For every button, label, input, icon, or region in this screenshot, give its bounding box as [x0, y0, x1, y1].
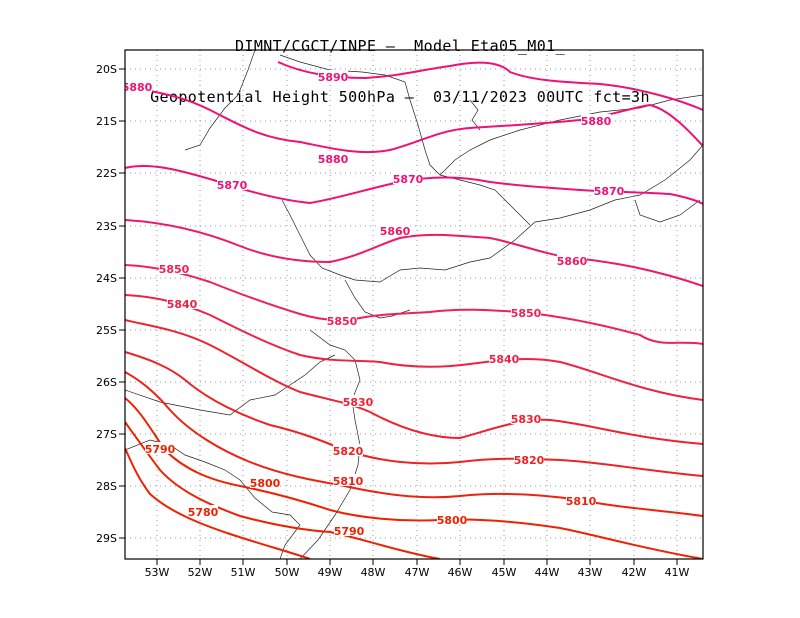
contour-label-bg [327, 314, 357, 326]
contour-5810 [125, 371, 703, 517]
contour-5790 [125, 421, 441, 559]
contour-label-bg [318, 70, 348, 82]
lon-label-42w: 42W [622, 566, 647, 579]
contour-label-bg [514, 453, 544, 465]
contour-5850 [125, 264, 703, 345]
contour-5830 [125, 319, 703, 445]
contour-label-5830: 5830 [511, 413, 542, 426]
contour-label-bg [557, 254, 587, 266]
lat-label-23s: 23S [96, 220, 117, 233]
lon-label-44w: 44W [535, 566, 560, 579]
height-contours [125, 61, 703, 559]
contour-label-bg [333, 444, 363, 456]
lon-label-43w: 43W [578, 566, 603, 579]
contour-label-5880: 5880 [581, 115, 612, 128]
contour-label-5800: 5800 [250, 477, 281, 490]
contour-label-bg [333, 474, 363, 486]
lon-label-47w: 47W [405, 566, 430, 579]
contour-label-bg [594, 184, 624, 196]
contour-label-5880: 5880 [318, 153, 349, 166]
lat-label-27s: 27S [96, 428, 117, 441]
contour-label-5800: 5800 [437, 514, 468, 527]
contour-label-bg [489, 352, 519, 364]
lat-label-29s: 29S [96, 532, 117, 545]
contour-label-5880: 5880 [122, 81, 153, 94]
lon-label-49w: 49W [318, 566, 343, 579]
contour-label-bg [217, 178, 247, 190]
contour-label-bg [145, 442, 175, 454]
contour-label-5860: 5860 [380, 225, 411, 238]
lon-label-50w: 50W [275, 566, 300, 579]
lat-label-21s: 21S [96, 115, 117, 128]
contour-label-bg [511, 412, 541, 424]
contour-label-5810: 5810 [566, 495, 597, 508]
coastline-borders [125, 50, 703, 559]
lat-label-25s: 25S [96, 324, 117, 337]
contour-5880 [125, 87, 703, 154]
lon-label-52w: 52W [188, 566, 213, 579]
lon-label-53w: 53W [145, 566, 170, 579]
contour-label-5850: 5850 [511, 307, 542, 320]
contour-label-bg [125, 80, 152, 92]
contour-5860 [125, 219, 703, 287]
contour-label-5870: 5870 [594, 185, 625, 198]
lat-label-26s: 26S [96, 376, 117, 389]
title-line-2: Geopotential Height 500hPa – 03/11/2023 … [150, 88, 650, 106]
contour-label-bg [167, 297, 197, 309]
lon-label-41w: 41W [665, 566, 690, 579]
contour-label-bg [318, 152, 348, 164]
contour-label-bg [581, 114, 611, 126]
lat-label-28s: 28S [96, 480, 117, 493]
contour-label-5790: 5790 [334, 525, 365, 538]
longitude-axis: 53W 52W 51W 50W 49W 48W 47W 46W 45W 44W 43W 42W 41W [145, 559, 690, 579]
contour-label-bg [566, 494, 596, 506]
lon-label-51w: 51W [231, 566, 256, 579]
contour-label-bg [437, 513, 467, 525]
contour-label-bg [393, 172, 423, 184]
latitude-axis: 20S 21S 22S 23S 24S 25S 26S 27S 28S 29S [96, 63, 125, 545]
contour-label-bg [380, 224, 410, 236]
contour-label-5870: 5870 [217, 179, 248, 192]
contour-label-bg [343, 395, 373, 407]
contour-label-5870: 5870 [393, 173, 424, 186]
contour-label-5820: 5820 [333, 445, 364, 458]
contour-label-5850: 5850 [327, 315, 358, 328]
lon-label-48w: 48W [361, 566, 386, 579]
contour-label-5810: 5810 [333, 475, 364, 488]
contour-label-bg [250, 476, 280, 488]
contour-label-bg [159, 262, 189, 274]
plot-frame [124, 49, 704, 560]
contour-label-5780: 5780 [188, 506, 219, 519]
lat-label-20s: 20S [96, 63, 117, 76]
lon-label-45w: 45W [492, 566, 517, 579]
contour-label-5840: 5840 [489, 353, 520, 366]
contour-label-5840: 5840 [167, 298, 198, 311]
contour-label-5820: 5820 [514, 454, 545, 467]
contour-labels: 5890 5880 5880 5880 5870 5870 5870 5860 5860 5850… [122, 70, 625, 538]
contour-5840 [125, 294, 703, 401]
contour-label-5790: 5790 [145, 443, 176, 456]
contour-5820 [125, 351, 703, 477]
lat-label-22s: 22S [96, 167, 117, 180]
contour-label-bg [511, 306, 541, 318]
contour-label-5830: 5830 [343, 396, 374, 409]
contour-label-bg [188, 505, 218, 517]
contour-label-5860: 5860 [557, 255, 588, 268]
contour-5800 [125, 397, 703, 559]
contour-label-5850: 5850 [159, 263, 190, 276]
contour-5890 [277, 61, 703, 111]
contour-label-5890: 5890 [318, 71, 349, 84]
contour-label-bg [334, 524, 364, 536]
contour-5780 [125, 447, 311, 559]
lon-label-46w: 46W [448, 566, 473, 579]
graticule-grid [125, 50, 703, 559]
lat-label-24s: 24S [96, 272, 117, 285]
